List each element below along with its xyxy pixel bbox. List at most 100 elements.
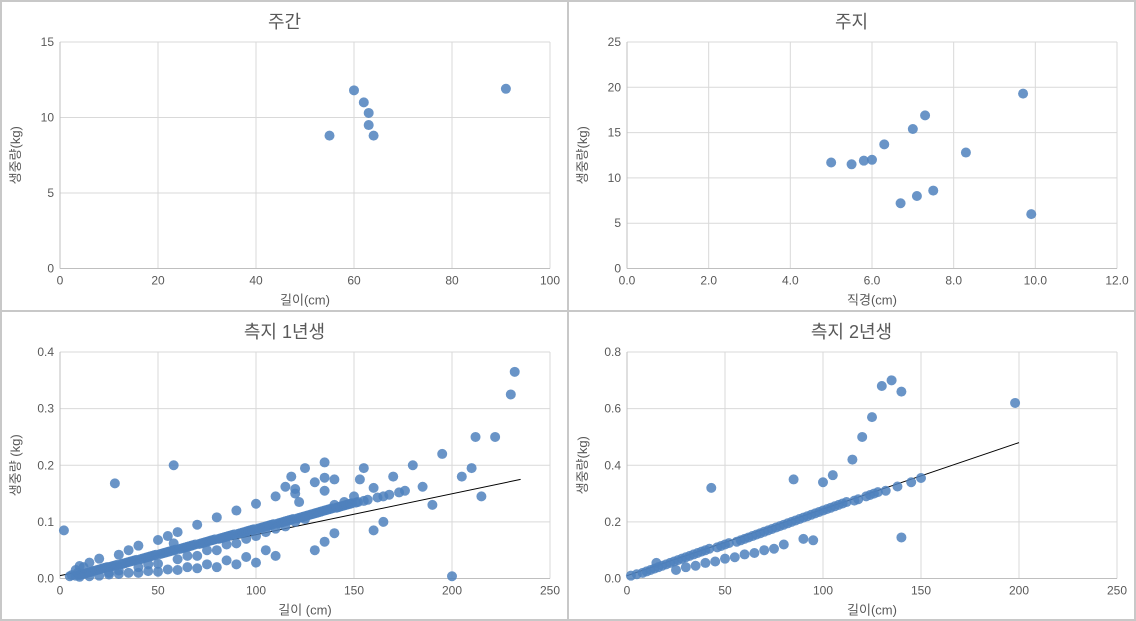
data-point (896, 532, 906, 542)
y-axis-title: 생중량(kg) (575, 126, 590, 184)
data-point (251, 557, 261, 567)
svg-text:0.0: 0.0 (37, 571, 54, 585)
chart-cheukji2-panel: 측지 2년생0501001502002500.00.20.40.60.8길이(c… (568, 311, 1135, 621)
data-point (231, 538, 241, 548)
data-point (364, 108, 374, 118)
data-point (169, 460, 179, 470)
data-point (325, 131, 335, 141)
data-point (881, 485, 891, 495)
svg-text:0.4: 0.4 (37, 345, 54, 359)
data-point (671, 565, 681, 575)
data-point (501, 84, 511, 94)
svg-text:0: 0 (57, 274, 64, 288)
data-point (896, 198, 906, 208)
data-point (879, 139, 889, 149)
data-point (133, 567, 143, 577)
data-point (300, 514, 310, 524)
svg-text:10: 10 (608, 171, 622, 185)
data-point (364, 120, 374, 130)
svg-text:150: 150 (911, 583, 931, 597)
y-axis-title: 생중량 (kg) (8, 434, 23, 496)
data-point (339, 497, 349, 507)
data-point (212, 512, 222, 522)
data-point (908, 124, 918, 134)
svg-text:0: 0 (47, 262, 54, 276)
data-point (706, 482, 716, 492)
data-point (320, 472, 330, 482)
data-point (329, 474, 339, 484)
data-point (457, 471, 467, 481)
data-point (720, 553, 730, 563)
svg-text:0.0: 0.0 (604, 571, 621, 585)
svg-text:0.8: 0.8 (604, 345, 621, 359)
svg-text:10.0: 10.0 (1024, 274, 1048, 288)
data-point (182, 550, 192, 560)
svg-text:200: 200 (442, 583, 462, 597)
data-point (271, 491, 281, 501)
data-point (212, 562, 222, 572)
data-point (359, 97, 369, 107)
data-point (471, 431, 481, 441)
data-point (857, 431, 867, 441)
data-point (779, 539, 789, 549)
data-point (222, 539, 232, 549)
svg-text:5: 5 (47, 186, 54, 200)
data-point (192, 563, 202, 573)
data-point (388, 471, 398, 481)
data-point (892, 481, 902, 491)
data-point (1010, 397, 1020, 407)
data-point (261, 527, 271, 537)
data-point (427, 499, 437, 509)
svg-text:12.0: 12.0 (1105, 274, 1129, 288)
svg-text:80: 80 (445, 274, 459, 288)
chart-jugan-svg: 020406080100051015길이(cm)생중량(kg) (2, 34, 568, 311)
data-point (320, 536, 330, 546)
data-point (94, 553, 104, 563)
data-point (153, 566, 163, 576)
data-point (928, 186, 938, 196)
svg-text:100: 100 (813, 583, 833, 597)
data-point (877, 380, 887, 390)
data-point (818, 477, 828, 487)
data-point (467, 463, 477, 473)
data-point (251, 498, 261, 508)
data-point (700, 557, 710, 567)
data-point (896, 386, 906, 396)
x-axis-title: 직경(cm) (847, 293, 897, 308)
data-point (826, 157, 836, 167)
data-point (510, 366, 520, 376)
data-point (124, 545, 134, 555)
svg-text:15: 15 (608, 126, 622, 140)
svg-text:6.0: 6.0 (864, 274, 881, 288)
svg-text:25: 25 (608, 35, 622, 49)
data-point (1026, 209, 1036, 219)
data-point (153, 534, 163, 544)
data-point (114, 549, 124, 559)
data-point (437, 448, 447, 458)
svg-text:0.6: 0.6 (604, 401, 621, 415)
data-point (143, 566, 153, 576)
svg-text:0.2: 0.2 (604, 514, 621, 528)
chart-jugan-panel: 주간020406080100051015길이(cm)생중량(kg) (1, 1, 568, 311)
data-point (192, 519, 202, 529)
svg-text:100: 100 (246, 583, 266, 597)
data-point (241, 551, 251, 561)
data-point (408, 460, 418, 470)
data-point (114, 568, 124, 578)
x-axis-title: 길이(cm) (280, 293, 330, 308)
data-point (798, 533, 808, 543)
data-point (961, 148, 971, 158)
svg-text:0: 0 (614, 262, 621, 276)
data-point (241, 533, 251, 543)
data-point (320, 485, 330, 495)
data-point (369, 482, 379, 492)
svg-text:150: 150 (344, 583, 364, 597)
svg-text:8.0: 8.0 (945, 274, 962, 288)
svg-text:0: 0 (624, 583, 631, 597)
data-point (222, 555, 232, 565)
chart-title: 측지 2년생 (569, 312, 1134, 344)
data-point (906, 477, 916, 487)
svg-text:20: 20 (608, 80, 622, 94)
data-point (740, 549, 750, 559)
data-point (1018, 89, 1028, 99)
